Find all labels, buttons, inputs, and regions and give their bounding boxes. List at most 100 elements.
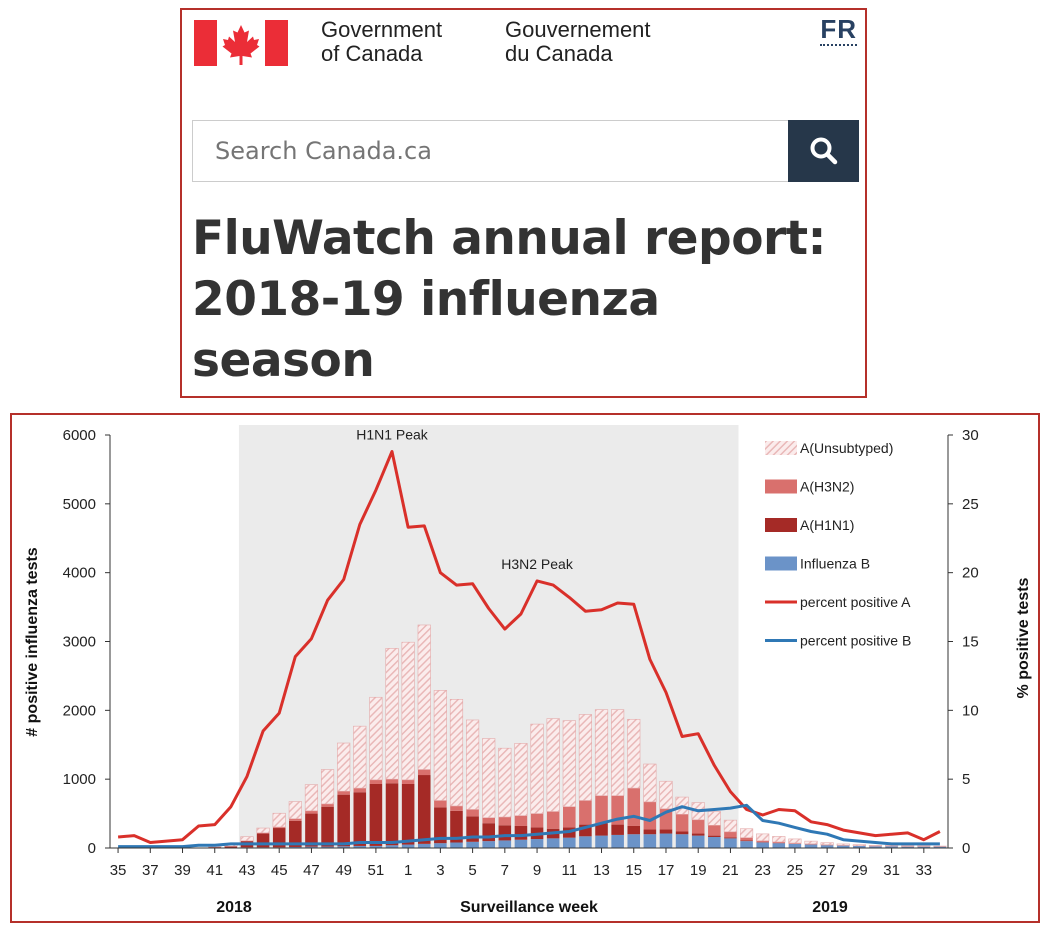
x-tick-label: 13 xyxy=(593,862,610,879)
x-tick-label: 49 xyxy=(335,862,352,879)
bar-a-unsubtyped--week-30 xyxy=(869,845,882,846)
bar-a-unsubtyped--week-48 xyxy=(321,770,334,804)
bar-influenza-b-week-1 xyxy=(402,845,415,848)
bar-a-h3n2--week-12 xyxy=(579,801,592,825)
bar-a-unsubtyped--week-25 xyxy=(789,839,802,843)
bar-influenza-b-week-24 xyxy=(773,843,786,848)
legend-label-percent-positive-b: percent positive B xyxy=(800,633,911,649)
bar-a-h3n2--week-10 xyxy=(547,812,560,829)
bar-influenza-b-week-9 xyxy=(531,839,544,848)
right-axis-title: % positive tests xyxy=(1015,577,1032,698)
right-tick-label: 0 xyxy=(962,840,970,857)
x-tick-label: 31 xyxy=(883,862,900,879)
bar-a-unsubtyped--week-43 xyxy=(241,837,254,841)
bar-influenza-b-week-19 xyxy=(692,836,705,848)
year-label-2018: 2018 xyxy=(216,899,252,916)
bar-a-unsubtyped--week-45 xyxy=(273,813,286,827)
x-tick-label: 37 xyxy=(142,862,159,879)
bar-a-h1n1--week-21 xyxy=(724,837,737,838)
left-tick-label: 1000 xyxy=(63,771,96,788)
x-tick-label: 41 xyxy=(206,862,223,879)
legend-swatch-influenza-b xyxy=(765,557,797,571)
bar-a-unsubtyped--week-20 xyxy=(708,812,721,826)
x-tick-label: 1 xyxy=(404,862,412,879)
bar-influenza-b-week-5 xyxy=(466,842,479,848)
bar-a-unsubtyped--week-11 xyxy=(563,721,576,807)
left-tick-label: 4000 xyxy=(63,565,96,582)
bar-a-unsubtyped--week-27 xyxy=(821,843,834,845)
bar-influenza-b-week-21 xyxy=(724,838,737,848)
bar-a-h3n2--week-5 xyxy=(466,809,479,816)
bar-a-h3n2--week-21 xyxy=(724,832,737,838)
bar-a-h3n2--week-11 xyxy=(563,807,576,828)
x-tick-label: 17 xyxy=(658,862,675,879)
right-tick-label: 5 xyxy=(962,771,970,788)
right-tick-label: 25 xyxy=(962,496,979,513)
legend-label-a-unsubtyped-: A(Unsubtyped) xyxy=(800,440,893,456)
bar-a-h3n2--week-1 xyxy=(402,780,415,784)
x-tick-label: 51 xyxy=(368,862,385,879)
legend-swatch-a-h3n2- xyxy=(765,480,797,494)
bar-influenza-b-week-13 xyxy=(595,836,608,848)
x-tick-label: 11 xyxy=(561,862,577,879)
x-axis-title: Surveillance week xyxy=(460,899,598,916)
bar-influenza-b-week-11 xyxy=(563,838,576,848)
bar-a-h3n2--week-16 xyxy=(644,802,657,830)
bar-a-unsubtyped--week-17 xyxy=(660,781,673,809)
bar-a-unsubtyped--week-21 xyxy=(724,820,737,832)
bar-a-h3n2--week-8 xyxy=(515,816,528,826)
bar-a-unsubtyped--week-1 xyxy=(402,642,415,780)
bar-influenza-b-week-14 xyxy=(611,835,624,848)
left-tick-label: 6000 xyxy=(63,427,96,444)
x-tick-label: 19 xyxy=(690,862,707,879)
bar-a-unsubtyped--week-24 xyxy=(773,836,786,842)
legend-swatch-a-unsubtyped- xyxy=(765,441,797,455)
left-tick-label: 0 xyxy=(88,840,96,857)
x-tick-label: 21 xyxy=(722,862,739,879)
bar-influenza-b-week-6 xyxy=(482,841,495,848)
bar-a-h1n1--week-18 xyxy=(676,831,689,834)
bar-influenza-b-week-25 xyxy=(789,844,802,848)
x-tick-label: 7 xyxy=(501,862,509,879)
bar-influenza-b-week-8 xyxy=(515,840,528,848)
bar-a-unsubtyped--week-12 xyxy=(579,714,592,800)
bar-a-unsubtyped--week-15 xyxy=(627,719,640,788)
bar-a-unsubtyped--week-16 xyxy=(644,764,657,802)
x-tick-label: 35 xyxy=(110,862,127,879)
x-tick-label: 27 xyxy=(819,862,836,879)
bar-a-h1n1--week-16 xyxy=(644,829,657,834)
bar-influenza-b-week-23 xyxy=(756,842,769,848)
bar-a-h1n1--week-19 xyxy=(692,834,705,836)
left-tick-label: 2000 xyxy=(63,702,96,719)
bar-a-h3n2--week-4 xyxy=(450,806,463,811)
bar-influenza-b-week-17 xyxy=(660,834,673,848)
bar-a-unsubtyped--week-47 xyxy=(305,785,318,811)
left-axis-title: # positive influenza tests xyxy=(24,547,41,736)
x-tick-label: 5 xyxy=(468,862,476,879)
legend-swatch-a-h1n1- xyxy=(765,518,797,532)
bar-a-h1n1--week-22 xyxy=(740,840,753,841)
x-tick-label: 23 xyxy=(754,862,771,879)
x-tick-label: 39 xyxy=(174,862,191,879)
legend-label-a-h1n1-: A(H1N1) xyxy=(800,517,854,533)
legend-label-percent-positive-a: percent positive A xyxy=(800,594,911,610)
bar-a-unsubtyped--week-46 xyxy=(289,802,302,819)
bar-a-h3n2--week-6 xyxy=(482,818,495,824)
bar-a-h3n2--week-9 xyxy=(531,814,544,828)
bar-a-unsubtyped--week-2 xyxy=(418,625,431,770)
bar-a-h3n2--week-49 xyxy=(337,791,350,794)
bar-a-unsubtyped--week-13 xyxy=(595,710,608,796)
right-tick-label: 15 xyxy=(962,634,979,651)
bar-a-unsubtyped--week-44 xyxy=(257,828,270,833)
bar-a-h3n2--week-15 xyxy=(627,788,640,826)
bar-a-unsubtyped--week-5 xyxy=(466,720,479,809)
bar-a-h1n1--week-49 xyxy=(337,795,350,847)
bar-influenza-b-week-7 xyxy=(499,840,512,848)
bar-a-unsubtyped--week-9 xyxy=(531,724,544,813)
bar-a-h3n2--week-52 xyxy=(386,779,399,783)
bar-a-unsubtyped--week-33 xyxy=(918,846,931,847)
bar-a-h1n1--week-15 xyxy=(627,826,640,834)
bar-influenza-b-week-3 xyxy=(434,843,447,848)
